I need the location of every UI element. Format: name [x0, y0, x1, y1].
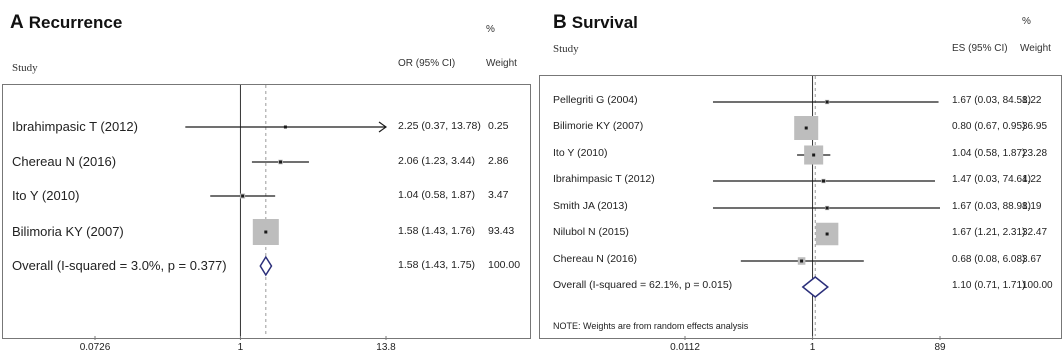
weight-value: 1.19: [1022, 201, 1042, 212]
effect-ci-value: 0.80 (0.67, 0.95): [952, 121, 1026, 132]
point-estimate: [264, 230, 268, 234]
overall-diamond: [801, 276, 829, 298]
overall-label: Overall (I-squared = 3.0%, p = 0.377): [12, 258, 227, 273]
effect-ci-value: 0.68 (0.08, 6.08): [952, 254, 1026, 265]
study-label: Bilimorie KY (2007): [553, 120, 644, 132]
weight-value: 1.22: [1022, 95, 1042, 106]
point-estimate: [821, 179, 825, 183]
panel-title: B Survival: [553, 12, 638, 34]
point-estimate: [283, 125, 287, 129]
forest-plot-recurrence: A Recurrence % Study OR (95% CI) Weight I…: [0, 0, 531, 361]
effect-ci-value: 2.06 (1.23, 3.44): [398, 155, 476, 167]
study-label: Chereau N (2016): [12, 154, 117, 169]
weight-value: 3.67: [1022, 254, 1042, 265]
study-column-header: Study: [12, 62, 38, 74]
point-estimate: [241, 194, 245, 198]
effect-ci-value: 1.67 (0.03, 84.58): [952, 95, 1031, 106]
weight-column-header: Weight: [1020, 43, 1051, 54]
effect-ci-value: 1.04 (0.58, 1.87): [952, 148, 1026, 159]
study-label: Smith JA (2013): [553, 200, 628, 212]
panel-title-text: Survival: [571, 13, 638, 32]
forest-plot-area: [94, 85, 388, 340]
study-label: Ibrahimpasic T (2012): [553, 173, 655, 185]
panel-letter: B: [553, 12, 567, 33]
effect-ci-value: 1.47 (0.03, 74.64): [952, 174, 1031, 185]
effect-ci-value: 1.67 (0.03, 88.98): [952, 201, 1031, 212]
x-tick-label: 89: [934, 342, 946, 353]
percent-header: %: [486, 24, 495, 35]
percent-header: %: [1022, 16, 1031, 27]
weight-value: 3.47: [488, 189, 509, 201]
effect-ci-value: 2.25 (0.37, 13.78): [398, 120, 481, 132]
overall-ci-value: 1.10 (0.71, 1.71): [952, 280, 1026, 291]
x-tick-label: 0.0726: [79, 342, 111, 353]
study-column-header: Study: [553, 43, 579, 55]
effect-column-header: ES (95% CI): [952, 43, 1008, 54]
point-estimate: [825, 206, 829, 210]
x-tick-label: 1: [237, 342, 244, 353]
ci-arrow: [378, 121, 388, 133]
weight-value: 32.47: [1022, 227, 1048, 238]
study-label: Chereau N (2016): [553, 253, 638, 265]
overall-diamond: [259, 255, 273, 277]
effect-ci-value: 1.67 (1.21, 2.31): [952, 227, 1026, 238]
forest-plot-survival: B Survival % Study ES (95% CI) Weight Pel…: [537, 0, 1063, 361]
effect-ci-value: 1.58 (1.43, 1.76): [398, 225, 476, 237]
study-label: Pellegriti G (2004): [553, 94, 638, 106]
x-tick-label: 0.0112: [670, 342, 700, 353]
random-effects-note: NOTE: Weights are from random effects an…: [553, 321, 749, 331]
study-label: Ito Y (2010): [553, 147, 608, 159]
point-estimate: [812, 153, 816, 157]
overall-ci-value: 1.58 (1.43, 1.75): [398, 259, 476, 271]
point-estimate: [279, 160, 283, 164]
point-estimate: [804, 126, 808, 130]
x-tick-label: 1: [809, 342, 816, 353]
overall-label: Overall (I-squared = 62.1%, p = 0.015): [553, 279, 733, 291]
study-label: Ibrahimpasic T (2012): [12, 119, 138, 134]
overall-weight-value: 100.00: [1022, 280, 1053, 291]
point-estimate: [825, 232, 829, 236]
point-estimate: [825, 100, 829, 104]
weight-value: 1.22: [1022, 174, 1042, 185]
x-tick-label: 13.8: [376, 342, 396, 353]
effect-column-header: OR (95% CI): [398, 58, 456, 69]
forest-plot-area: [684, 76, 941, 340]
study-label: Bilimoria KY (2007): [12, 224, 124, 239]
study-label: Nilubol N (2015): [553, 226, 629, 238]
point-estimate: [800, 259, 804, 263]
overall-weight-value: 100.00: [488, 259, 521, 271]
weight-value: 0.25: [488, 120, 509, 132]
study-label: Ito Y (2010): [12, 188, 80, 203]
panel-letter: A: [10, 12, 24, 33]
effect-ci-value: 1.04 (0.58, 1.87): [398, 189, 476, 201]
weight-value: 2.86: [488, 155, 509, 167]
weight-value: 36.95: [1022, 121, 1048, 132]
panel-title-text: Recurrence: [28, 13, 123, 32]
weight-value: 93.43: [488, 225, 515, 237]
panel-title: A Recurrence: [10, 12, 122, 34]
weight-value: 23.28: [1022, 148, 1048, 159]
weight-column-header: Weight: [486, 58, 517, 69]
